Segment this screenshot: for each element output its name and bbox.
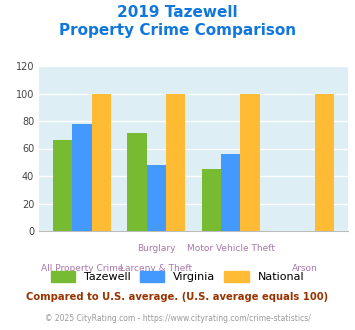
Text: Burglary: Burglary [137,244,176,253]
Text: Property Crime Comparison: Property Crime Comparison [59,23,296,38]
Bar [166,93,185,231]
Bar [127,133,147,231]
Bar [53,140,72,231]
Bar [240,93,260,231]
Text: All Property Crime: All Property Crime [41,264,123,273]
Text: © 2025 CityRating.com - https://www.cityrating.com/crime-statistics/: © 2025 CityRating.com - https://www.city… [45,314,310,323]
Bar [92,93,111,231]
Text: Compared to U.S. average. (U.S. average equals 100): Compared to U.S. average. (U.S. average … [26,292,329,302]
Text: Arson: Arson [292,264,318,273]
Bar [315,93,334,231]
Bar [221,154,240,231]
Text: Larceny & Theft: Larceny & Theft [120,264,192,273]
Text: Motor Vehicle Theft: Motor Vehicle Theft [187,244,275,253]
Bar [147,165,166,231]
Text: 2019 Tazewell: 2019 Tazewell [117,5,238,20]
Bar [202,169,221,231]
Legend: Tazewell, Virginia, National: Tazewell, Virginia, National [47,266,308,286]
Bar [72,124,92,231]
